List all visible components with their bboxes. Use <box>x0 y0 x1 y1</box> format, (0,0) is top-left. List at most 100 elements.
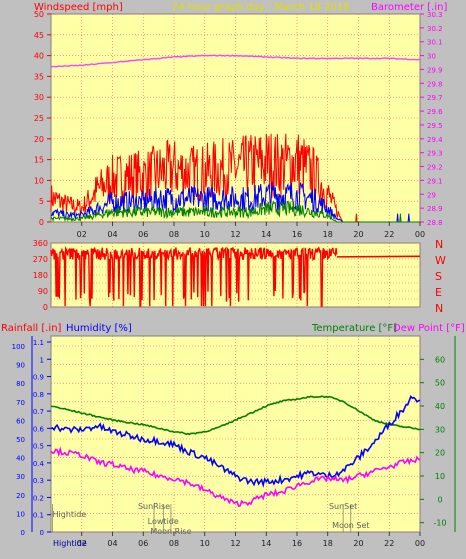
time-tick: 02 <box>77 230 87 239</box>
time-tick: 00 <box>415 230 425 239</box>
humidity-tick: 10 <box>16 510 25 518</box>
time-tick: 06 <box>138 230 148 239</box>
rain-tick: 0 <box>40 529 44 537</box>
direction-axis: 0 90 180 270 360 <box>33 239 48 312</box>
temperature-tick: 50 <box>435 379 445 388</box>
windspeed-tick: 10 <box>34 176 44 185</box>
time-tick: 06 <box>138 539 148 548</box>
time-tick: 02 <box>77 539 87 548</box>
time-tick: 22 <box>384 230 394 239</box>
humidity-tick: 0 <box>21 529 25 537</box>
time-tick: 04 <box>107 230 117 239</box>
time-tick: 14 <box>261 539 271 548</box>
windspeed-tick: 5 <box>39 197 44 206</box>
barometer-tick: 29 <box>427 191 436 199</box>
compass-label: E <box>435 286 442 299</box>
rain-tick: 1.1 <box>33 339 44 347</box>
compass-label: N <box>435 238 443 251</box>
barometer-axis: 28.8 28.9 29 29.1 29.2 29.3 29.4 29.5 29.6 29.7 29… <box>420 11 443 227</box>
barometer-tick: 29.7 <box>427 94 443 102</box>
temperature-title: Temperature [°F] <box>311 323 397 334</box>
barometer-tick: 29.4 <box>427 136 443 144</box>
direction-tick: 0 <box>43 303 48 312</box>
time-tick: 20 <box>353 230 363 239</box>
barometer-tick: 29.2 <box>427 164 443 172</box>
time-tick: 04 <box>107 539 117 548</box>
barometer-tick: 29.6 <box>427 108 443 116</box>
climate-panel: 010203040506070809010000.10.20.30.40.50.… <box>12 335 456 537</box>
temperature-line <box>50 395 421 436</box>
temperature-tick: 30 <box>435 425 445 434</box>
windspeed-tick: 15 <box>34 156 44 165</box>
time-tick: 12 <box>230 230 240 239</box>
rainfall-title: Rainfall [.in] <box>1 323 62 334</box>
time-tick: 16 <box>292 230 302 239</box>
compass-label: N <box>435 302 443 315</box>
barometer-tick: 30.3 <box>427 11 443 19</box>
direction-tick: 270 <box>33 255 48 264</box>
barometer-tick: 29.8 <box>427 80 443 88</box>
direction-tick: 180 <box>33 271 48 280</box>
windspeed-tick: 0 <box>39 218 44 227</box>
humidity-tick: 30 <box>16 473 25 481</box>
wind-plot-area <box>50 13 421 223</box>
dewpoint-line <box>50 446 421 508</box>
barometer-tick: 29.3 <box>427 150 443 158</box>
event-label: Hightide <box>53 510 87 519</box>
time-tick: 10 <box>200 539 210 548</box>
direction-tick: 360 <box>33 239 48 248</box>
rain-tick: 0.2 <box>33 494 44 502</box>
time-tick: 22 <box>384 539 394 548</box>
rain-tick: 0.6 <box>33 425 45 433</box>
barometer-tick: 29.1 <box>427 177 443 185</box>
temperature-tick: -10 <box>433 519 446 528</box>
barometer-tick: 29.9 <box>427 66 443 74</box>
footer-hightide: Hightide <box>53 539 87 548</box>
humidity-tick: 80 <box>16 380 25 388</box>
direction-tick: 90 <box>38 287 48 296</box>
windspeed-tick: 30 <box>34 93 44 102</box>
barometer-tick: 29.5 <box>427 122 443 130</box>
compass-label: S <box>435 270 442 283</box>
temperature-axis: -10 0 10 20 30 40 50 60 <box>420 336 456 532</box>
temperature-tick: 10 <box>435 472 445 481</box>
barometer-tick: 28.9 <box>427 205 443 213</box>
direction-line <box>50 245 338 307</box>
event-label: SunSet <box>329 502 357 511</box>
rain-tick: 0.1 <box>33 512 44 520</box>
barometer-tick: 28.8 <box>427 219 443 227</box>
windspeed-axis: 0 5 10 15 20 25 30 35 40 45 50 <box>34 10 51 227</box>
wind-time-axis: 02 04 06 08 10 12 14 16 18 20 22 00 <box>77 222 425 239</box>
rain-tick: 0.4 <box>33 460 45 468</box>
barometer-tick: 30.2 <box>427 25 443 33</box>
humidity-tick: 60 <box>16 417 25 425</box>
time-tick: 08 <box>169 230 179 239</box>
event-label: Moon Rise <box>150 527 191 536</box>
barometer-title: Barometer [.in] <box>371 2 447 13</box>
graph-title: 24 hour graph day : March 18 2018 <box>172 2 350 13</box>
humidity-tick: 50 <box>16 436 25 444</box>
windspeed-tick: 25 <box>34 114 44 123</box>
barometer-tick: 30.1 <box>427 39 443 47</box>
temperature-tick: 0 <box>437 495 442 504</box>
time-tick: 10 <box>200 230 210 239</box>
humidity-title: Humidity [%] <box>66 323 132 334</box>
time-tick: 16 <box>292 539 302 548</box>
climate-series <box>50 394 421 508</box>
temperature-tick: 60 <box>435 355 445 364</box>
time-tick: 18 <box>323 539 333 548</box>
dewpoint-title: Dew Point [°F] <box>393 323 465 334</box>
humidity-tick: 90 <box>16 362 25 370</box>
barometer-line <box>50 54 421 68</box>
time-tick: 14 <box>261 230 271 239</box>
rain-tick: 0.7 <box>33 408 44 416</box>
rain-humidity-axis: 0 10 20 30 40 50 60 70 80 90 100 0 0.1 0.2 0.3 0.4 0.5 0.… <box>12 336 51 537</box>
temperature-tick: 20 <box>435 449 445 458</box>
windspeed-title: Windspeed [mph] <box>34 2 123 13</box>
windspeed-tick: 45 <box>34 31 44 40</box>
climate-time-axis: 02 04 06 08 10 12 14 16 18 20 22 00 Hightide <box>53 532 425 548</box>
